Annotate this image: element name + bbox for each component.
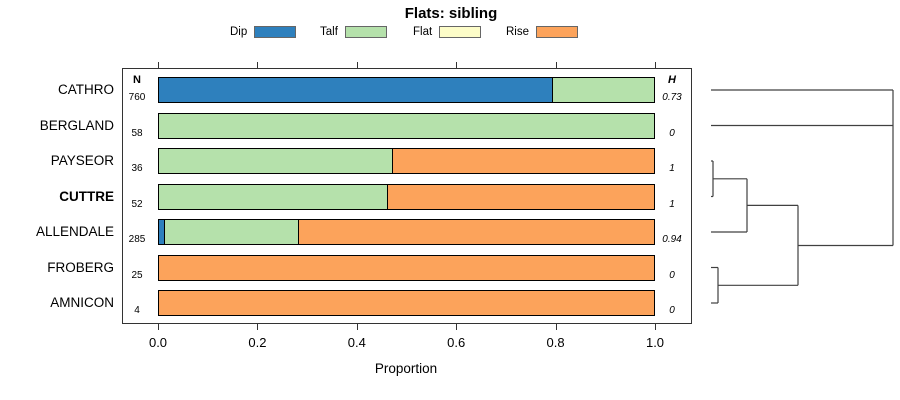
category-label-cuttre: CUTTRE — [59, 188, 114, 204]
x-tick-top — [158, 62, 159, 68]
legend-label: Talf — [320, 26, 338, 38]
category-label-amnicon: AMNICON — [50, 295, 114, 310]
bar-segment-talf — [552, 78, 654, 102]
h-value: 0.94 — [662, 234, 682, 245]
h-value: 1 — [669, 198, 675, 210]
bar-segment-rise — [159, 291, 654, 315]
x-tick-bottom — [356, 324, 358, 330]
n-value: 58 — [131, 127, 143, 139]
x-tick-label: 0.2 — [248, 335, 267, 350]
x-tick-label: 0.6 — [447, 335, 466, 350]
x-axis-title: Proportion — [374, 361, 438, 376]
bar-segment-dip — [159, 220, 165, 244]
legend-label: Flat — [413, 26, 433, 38]
category-label-payseor: PAYSEOR — [50, 153, 114, 168]
bar-froberg — [158, 254, 655, 281]
bar-amnicon — [158, 290, 655, 316]
legend-item-dip: Dip — [230, 21, 297, 43]
bar-segment-rise — [393, 149, 654, 173]
h-value: 0 — [669, 269, 675, 281]
bar-allendale — [158, 219, 655, 245]
legend-item-rise: Rise — [506, 21, 579, 43]
x-tick-top — [456, 62, 458, 68]
category-label-froberg: FROBERG — [47, 259, 114, 275]
bar-payseor — [158, 148, 655, 174]
x-tick-bottom — [555, 324, 557, 330]
n-value: 52 — [131, 198, 143, 210]
bar-cathro — [158, 77, 655, 103]
legend-item-talf: Talf — [320, 21, 387, 43]
category-label-allendale: ALLENDALE — [35, 224, 114, 239]
x-tick-label: 0.4 — [347, 335, 366, 350]
n-value: 25 — [131, 269, 143, 281]
bar-segment-talf — [159, 184, 388, 209]
n-value: 285 — [128, 234, 146, 245]
legend-swatch-flat — [439, 26, 482, 38]
legend-item-flat: Flat — [413, 21, 482, 43]
x-tick-top — [356, 62, 358, 68]
x-tick-bottom — [655, 324, 656, 330]
legend-swatch-rise — [536, 26, 579, 38]
x-tick-label: 0.0 — [148, 335, 168, 350]
bar-segment-rise — [387, 184, 654, 209]
bar-segment-rise — [159, 255, 654, 280]
chart-title: Flats: sibling — [404, 5, 498, 22]
n-value: 36 — [131, 163, 143, 174]
n-value: 4 — [134, 305, 140, 316]
legend-label: Dip — [230, 26, 248, 38]
h-value: 0.73 — [662, 92, 682, 103]
legend-swatch-talf — [344, 26, 387, 38]
h-column-header: H — [668, 74, 676, 86]
category-label-cathro: CATHRO — [58, 82, 114, 97]
bar-segment-rise — [298, 220, 654, 244]
x-tick-label: 1.0 — [645, 335, 665, 350]
legend-label: Rise — [506, 26, 530, 38]
n-value: 760 — [128, 92, 146, 103]
bar-segment-dip — [159, 78, 553, 102]
h-value: 1 — [669, 163, 675, 174]
x-tick-top — [655, 62, 656, 68]
x-tick-top — [257, 62, 259, 68]
x-tick-bottom — [257, 324, 259, 330]
n-column-header: N — [133, 74, 141, 86]
bar-segment-talf — [159, 113, 654, 138]
h-value: 0 — [669, 305, 675, 316]
x-tick-top — [555, 62, 557, 68]
bar-bergland — [158, 112, 655, 139]
legend-swatch-dip — [254, 26, 297, 38]
x-tick-bottom — [456, 324, 458, 330]
bar-segment-talf — [164, 220, 299, 244]
bar-segment-talf — [159, 149, 394, 173]
x-tick-bottom — [158, 324, 159, 330]
category-label-bergland: BERGLAND — [39, 117, 114, 133]
x-tick-label: 0.8 — [546, 335, 565, 350]
h-value: 0 — [669, 127, 675, 139]
bar-cuttre — [158, 183, 655, 210]
